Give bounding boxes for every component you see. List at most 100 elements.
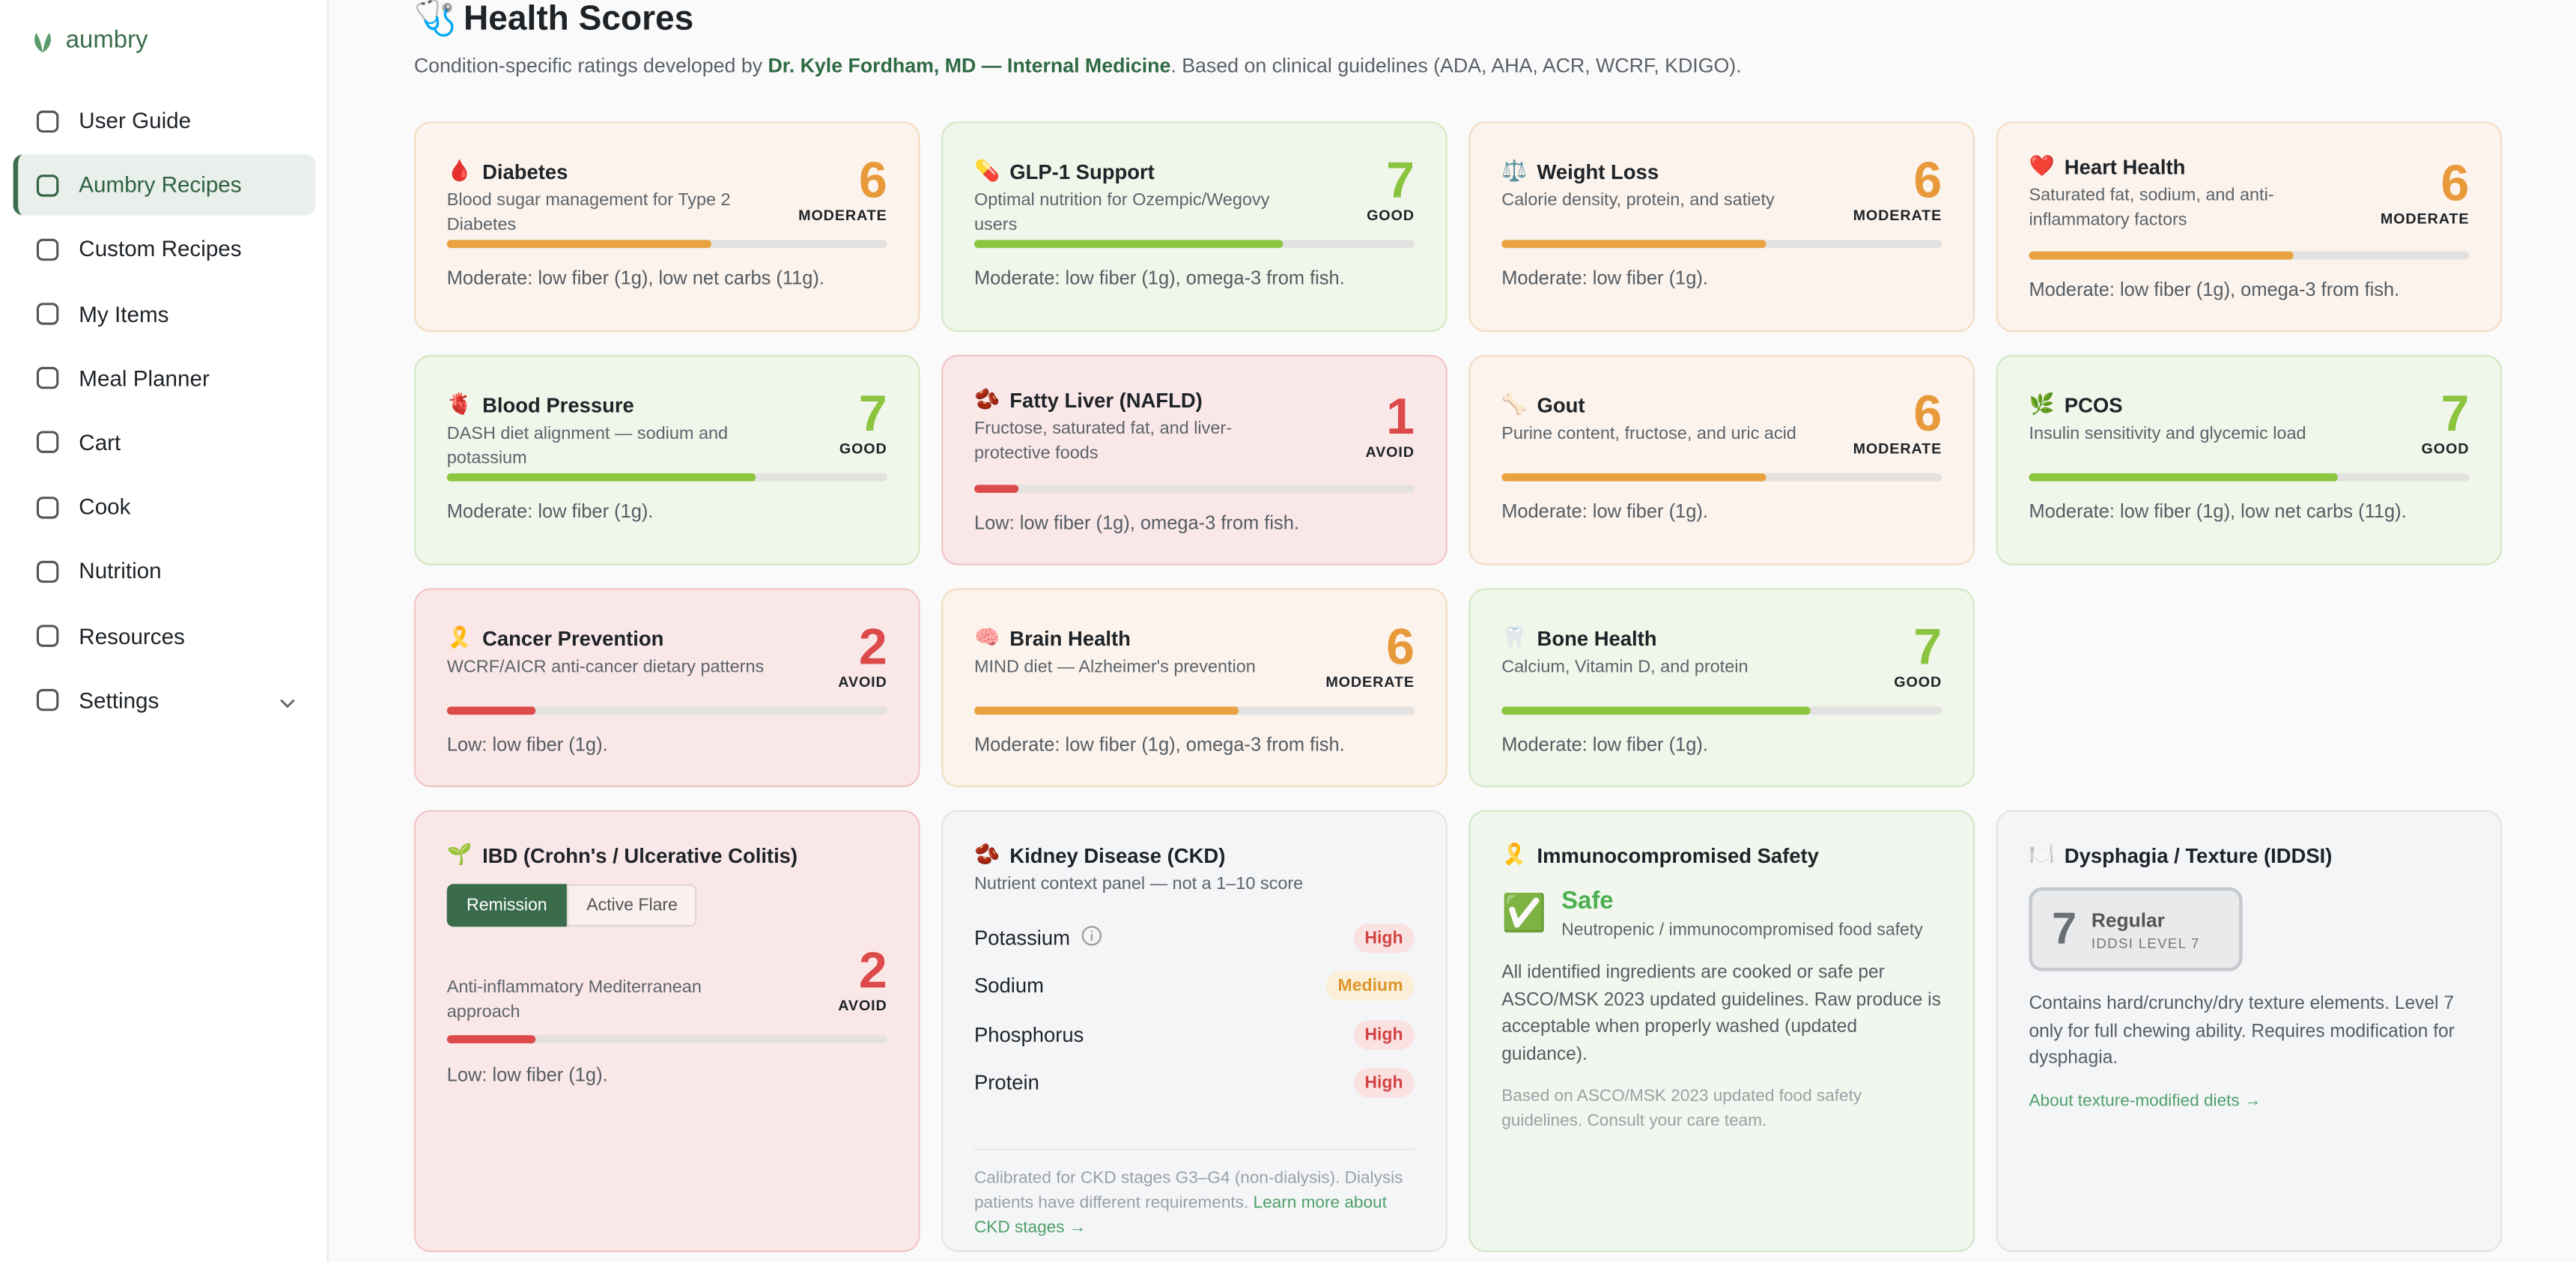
card-icon: 🫘 — [973, 387, 1000, 411]
nav-item[interactable]: Nutrition — [13, 541, 316, 601]
card-note: Moderate: low fiber (1g), omega-3 from f… — [2029, 279, 2400, 301]
score-rating: GOOD — [2421, 440, 2470, 457]
nav-icon — [36, 367, 59, 389]
score-bar — [446, 240, 711, 249]
score: 6 MODERATE — [1853, 151, 1942, 223]
score-card[interactable]: 🫀 Blood Pressure DASH diet alignment — sod… — [413, 354, 920, 565]
card-note: Low: low fiber (1g). — [446, 1064, 608, 1087]
dysphagia-card[interactable]: 🍽️ Dysphagia / Texture (IDDSI) 7 Regular IDD… — [1996, 810, 2503, 1252]
card-description: Optimal nutrition for Ozempic/Wegovy use… — [973, 190, 1270, 235]
card-description: Blood sugar management for Type 2 Diabet… — [446, 190, 731, 235]
nutrient-level: High — [1353, 923, 1415, 953]
immuno-card[interactable]: 🎗️ Immunocompromised Safety ✅ Safe Neutropen… — [1468, 810, 1975, 1252]
card-name: IBD (Crohn's / Ulcerative Colitis) — [482, 843, 798, 867]
score-bar — [446, 1035, 535, 1044]
logo-icon — [34, 31, 51, 52]
score-card[interactable]: 💊 GLP-1 Support Optimal nutrition for Ozem… — [941, 121, 1448, 333]
dysphagia-body: Contains hard/crunchy/dry texture elemen… — [2029, 994, 2455, 1069]
score-card[interactable]: 🧠 Brain Health MIND diet — Alzheimer's pre… — [941, 588, 1448, 787]
score: 7 GOOD — [2421, 384, 2470, 457]
ibd-tab[interactable]: Remission — [446, 884, 567, 927]
sidebar: aumbry User Guide Aumbry Recipes Custom Re… — [0, 0, 329, 1262]
nav-item[interactable]: Cart — [13, 413, 316, 473]
score: 2 AVOID — [838, 621, 887, 690]
score-track — [1501, 473, 1942, 482]
ibd-tab[interactable]: Active Flare — [566, 884, 698, 927]
score-card[interactable]: ⚖️ Weight Loss Calorie density, protein, a… — [1468, 121, 1975, 333]
nav-item[interactable]: Cook — [13, 476, 316, 537]
immuno-body: All identified ingredients are cooked or… — [1501, 962, 1941, 1064]
score-rating: GOOD — [1894, 673, 1942, 691]
card-icon: 🫀 — [446, 392, 473, 416]
nav-item[interactable]: Resources — [13, 605, 316, 666]
score-card[interactable]: ❤️ Heart Health Saturated fat, sodium, and… — [1996, 121, 2503, 333]
score: 6 MODERATE — [2381, 158, 2470, 227]
logo: aumbry — [29, 26, 148, 54]
score-rating: MODERATE — [1325, 673, 1415, 691]
nav-item[interactable]: Custom Recipes — [13, 219, 316, 280]
card-title: 🎗️ Cancer Prevention — [447, 626, 887, 651]
card-note: Moderate: low fiber (1g), low net carbs … — [2029, 501, 2407, 523]
card-title: 🌱 IBD (Crohn's / Ulcerative Colitis) — [447, 843, 887, 867]
score: 6 MODERATE — [798, 154, 887, 223]
card-title: 🧠 Brain Health — [974, 626, 1415, 651]
nav-label: Nutrition — [79, 559, 162, 584]
nav-label: Meal Planner — [79, 365, 210, 391]
score: 2 AVOID — [838, 944, 887, 1013]
card-name: Heart Health — [2064, 155, 2186, 179]
score-rating: GOOD — [1367, 207, 1415, 224]
score-bar — [446, 473, 756, 482]
nav-icon — [36, 303, 59, 325]
nav-list: User Guide Aumbry Recipes Custom Recipes My… — [13, 91, 316, 735]
card-description: Insulin sensitivity and glycemic load — [2029, 424, 2306, 444]
score: 6 MODERATE — [1853, 388, 1942, 457]
nav-icon — [36, 625, 59, 647]
nav-item[interactable]: Meal Planner — [13, 348, 316, 409]
card-description: Saturated fat, sodium, and anti-inflamma… — [2029, 185, 2274, 231]
score-value: 7 — [2440, 384, 2470, 443]
page-title: 🩺 Health Scores — [414, 0, 693, 40]
score-track — [973, 240, 1415, 249]
card-description: Nutrient context panel — not a 1–10 scor… — [973, 874, 1304, 894]
score-card[interactable]: 🦷 Bone Health Calcium, Vitamin D, and prot… — [1468, 588, 1975, 787]
empty-slot — [1996, 588, 2503, 786]
card-icon: ❤️ — [2029, 154, 2055, 178]
footnote-link[interactable]: Learn more about CKD stages → — [973, 1194, 1387, 1237]
score-track — [446, 1035, 887, 1044]
score-card[interactable]: 🩸 Diabetes Blood sugar management for Type… — [413, 121, 920, 333]
nav-item[interactable]: Aumbry Recipes — [13, 154, 316, 216]
card-title: 🌿 PCOS — [2029, 392, 2469, 417]
score-track — [446, 240, 887, 249]
status-description: Neutropenic / immunocompromised food saf… — [1561, 920, 1923, 940]
card-note: Moderate: low fiber (1g). — [1501, 734, 1708, 756]
score-value: 1 — [1386, 387, 1415, 446]
score-value: 6 — [1913, 151, 1942, 209]
score-card[interactable]: 🎗️ Cancer Prevention WCRF/AICR anti-cancer… — [413, 588, 920, 787]
nav-item[interactable]: My Items — [13, 284, 316, 345]
score-card[interactable]: 🌿 PCOS Insulin sensitivity and glycemic lo… — [1996, 354, 2503, 565]
card-title: 🎗️ Immunocompromised Safety — [1501, 843, 1942, 867]
score-value: 7 — [1386, 151, 1415, 209]
nav-icon — [36, 689, 59, 712]
score-card[interactable]: 🫘 Fatty Liver (NAFLD) Fructose, saturated … — [941, 354, 1448, 565]
ibd-card[interactable]: 🌱 IBD (Crohn's / Ulcerative Colitis) Remis… — [413, 810, 920, 1252]
card-title: 🫀 Blood Pressure — [447, 392, 887, 417]
score-card[interactable]: 🦴 Gout Purine content, fructose, and uric … — [1468, 354, 1975, 565]
kidney-card[interactable]: 🫘 Kidney Disease (CKD) Nutrient context pa… — [941, 810, 1448, 1252]
nav-icon — [36, 431, 59, 454]
score-bar — [2029, 251, 2294, 260]
card-description: Calcium, Vitamin D, and protein — [1501, 657, 1749, 677]
nav-icon — [36, 174, 59, 196]
nav-item[interactable]: Settings — [13, 670, 316, 730]
score-track — [973, 706, 1415, 715]
card-name: Bone Health — [1537, 626, 1657, 650]
dysphagia-link[interactable]: About texture-modified diets → — [2029, 1091, 2261, 1110]
nav-label: My Items — [79, 301, 169, 327]
nav-item[interactable]: User Guide — [13, 91, 316, 151]
status-col: Safe Neutropenic / immunocompromised food… — [1561, 888, 1923, 940]
ibd-tabs: Remission Active Flare — [446, 884, 887, 927]
nutrient-level: Medium — [1326, 971, 1415, 1001]
author-link[interactable]: Dr. Kyle Fordham, MD — Internal Medicine — [768, 54, 1171, 78]
